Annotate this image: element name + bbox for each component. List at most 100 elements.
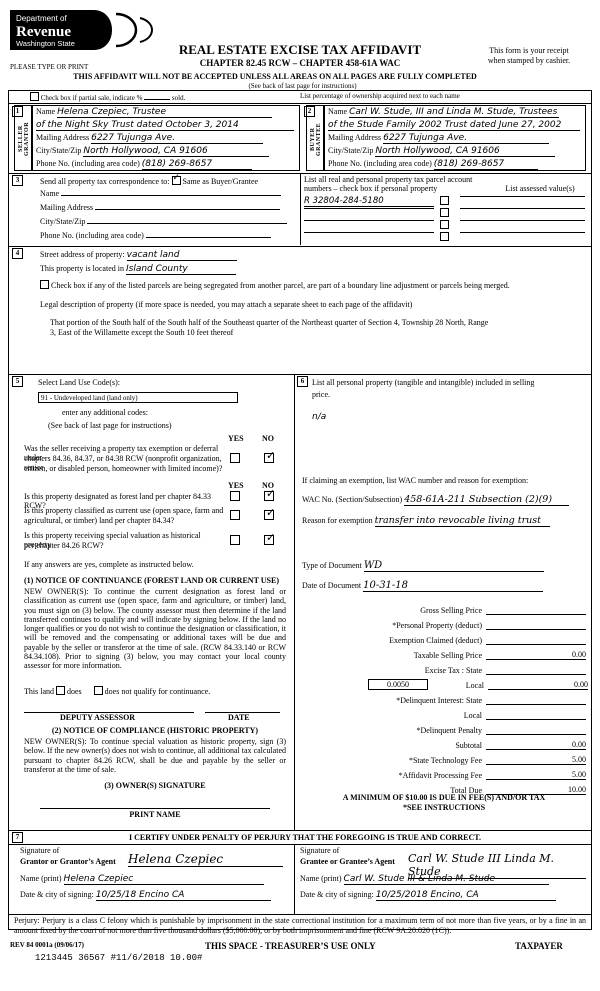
corr-name-value[interactable] <box>61 195 282 196</box>
question-4-yes-checkbox[interactable] <box>230 535 240 545</box>
grantor-signature-value[interactable]: Helena Czepiec <box>128 852 283 867</box>
parcel-row-2-number[interactable] <box>304 220 434 221</box>
grantee-name-value[interactable]: Carl W. Stude III & Linda M. Stude <box>343 874 549 885</box>
parcel-row-0-personal-checkbox[interactable] <box>440 196 449 205</box>
segregated-label: Check box if any of the listed parcels a… <box>51 281 510 290</box>
tax-row-8-value[interactable] <box>486 734 586 735</box>
parcel-row-3-assessed[interactable] <box>460 232 585 233</box>
buyer-name-value-1[interactable]: Carl W. Stude, III and Linda M. Stude, T… <box>349 107 560 118</box>
question-2-yes-checkbox[interactable] <box>230 491 240 501</box>
same-as-buyer-checkbox[interactable] <box>171 173 181 185</box>
question-3-no-checkbox[interactable]: ✓ <box>264 507 276 520</box>
tax-row-11: *Affidavit Processing Fee 5.00 <box>300 765 588 780</box>
buyer-mailing-value[interactable]: 6227 Tujunga Ave. <box>383 133 550 144</box>
seller-name-value-2[interactable]: of the Night Sky Trust dated October 3, … <box>36 120 294 131</box>
parcel-row-0-number[interactable]: R 32804-284-5180 <box>304 196 434 207</box>
tax-row-9-value[interactable]: 0.00 <box>486 740 586 750</box>
landuse-code-select[interactable]: 91 - Undeveloped land (land only) <box>38 392 238 403</box>
personal-property-value[interactable]: n/a <box>312 412 327 422</box>
tax-row-4-value[interactable] <box>486 674 586 675</box>
parcel-row-2-assessed[interactable] <box>460 220 585 221</box>
question-3-yes-checkbox[interactable] <box>230 510 240 520</box>
grantor-date-value[interactable]: 10/25/18 Encino CA <box>95 890 271 901</box>
parcel-row-1-assessed[interactable] <box>460 208 585 209</box>
located-in-value[interactable]: Island County <box>125 264 236 275</box>
tax-row-6-value[interactable] <box>486 704 586 705</box>
buyer-name-label: Name <box>328 107 348 116</box>
tax-calculation-table: Gross Selling Price *Personal Property (… <box>300 600 588 795</box>
partial-sale-percent[interactable] <box>144 99 171 100</box>
tax-row-3-value[interactable]: 0.00 <box>486 650 586 660</box>
tax-row-8: *Delinquent Penalty <box>300 720 588 735</box>
question-4-no-checkbox[interactable]: ✓ <box>264 532 276 545</box>
buyer-phone-value[interactable]: (818) 269-8657 <box>433 159 538 170</box>
parcel-row-1-number[interactable] <box>304 208 434 209</box>
seller-box <box>32 105 300 171</box>
question-1-yes-checkbox[interactable] <box>230 453 240 463</box>
grantor-sig-label: Signature of <box>20 846 60 855</box>
divider-lower-vert <box>294 374 295 830</box>
buyer-citystate-value[interactable]: North Hollywood, CA 91606 <box>375 146 556 157</box>
buyer-name-value-2[interactable]: of the Stude Family 2002 Trust dated Jun… <box>328 120 580 131</box>
assessed-value-header: List assessed value(s) <box>505 184 575 193</box>
grantor-sig-who: Grantor or Grantor’s Agent <box>20 857 116 866</box>
tax-row-12-value[interactable]: 10.00 <box>486 785 586 795</box>
section-number-7: 7 <box>12 832 23 843</box>
segregated-checkbox[interactable] <box>40 280 49 289</box>
partial-sale-checkbox[interactable] <box>30 92 39 101</box>
tax-row-4-label: Excise Tax : State <box>424 666 482 675</box>
grantee-date-value[interactable]: 10/25/2018 Encino, CA <box>375 890 556 901</box>
docdate-value[interactable]: 10-31-18 <box>363 580 544 592</box>
parcel-row-3-number[interactable] <box>304 232 434 233</box>
seller-tab-label: SELLER GRANTOR <box>18 121 30 157</box>
tax-row-2-label: Exemption Claimed (deduct) <box>389 636 482 645</box>
corr-phone-value[interactable] <box>145 237 271 238</box>
parcel-header-line2: numbers – check box if personal property <box>304 184 438 193</box>
section-number-6: 6 <box>297 376 308 387</box>
parcel-row-0-assessed[interactable] <box>460 196 585 197</box>
seller-mailing-value[interactable]: 6227 Tujunga Ave. <box>91 133 264 144</box>
if-any-yes-note: If any answers are yes, complete as inst… <box>24 560 194 569</box>
corr-mailing-value[interactable] <box>95 209 281 210</box>
grantee-name-row: Name (print) Carl W. Stude III & Linda M… <box>300 874 549 885</box>
corr-citystate-value[interactable] <box>87 223 288 224</box>
tax-row-0-value[interactable] <box>486 614 586 615</box>
does-not-qualify-checkbox[interactable] <box>93 686 103 695</box>
section-number-3: 3 <box>12 175 23 186</box>
question-1-no-checkbox[interactable]: ✓ <box>264 450 276 463</box>
tax-row-2-value[interactable] <box>486 644 586 645</box>
minimum-due-line1: A MINIMUM OF $10.00 IS DUE IN FEE(S) AND… <box>342 793 546 802</box>
street-address-value[interactable]: vacant land <box>126 250 237 261</box>
seller-name-value-1[interactable]: Helena Czepiec, Trustee <box>57 107 273 118</box>
does-not-label: does not <box>104 687 132 696</box>
seller-name-row: Name Helena Czepiec, Trustee <box>36 107 298 118</box>
treasurer-stamp: 1213445 36567 #11/6/2018 10.00# <box>35 953 203 963</box>
tax-row-6: *Delinquent Interest: State <box>300 690 588 705</box>
divider-6 <box>8 830 592 831</box>
tax-row-11-value[interactable]: 5.00 <box>486 770 586 780</box>
tax-row-10-value[interactable]: 5.00 <box>486 755 586 765</box>
parcel-row-1-personal-checkbox[interactable] <box>440 208 449 217</box>
grantor-name-value[interactable]: Helena Czepiec <box>63 874 264 885</box>
reason-value[interactable]: transfer into revocable living trust <box>374 515 550 527</box>
question-3-line1: Is this property classified as current u… <box>24 506 224 515</box>
qualify-label: qualify for continuance. <box>133 687 211 696</box>
grantee-signature-value[interactable]: Carl W. Stude III Linda M. Stude <box>408 852 586 879</box>
parcel-row-2-personal-checkbox[interactable] <box>440 220 449 229</box>
tax-row-5-value[interactable]: 0.00 <box>488 680 588 690</box>
landuse-label: Select Land Use Code(s): <box>38 378 120 387</box>
parcel-row-3-personal-checkbox[interactable] <box>440 232 449 241</box>
doctype-value[interactable]: WD <box>363 560 544 572</box>
form-revision: REV 84 0001a (09/06/17) <box>10 941 84 949</box>
tax-row-1-value[interactable] <box>486 629 586 630</box>
tax-row-6-label: *Delinquent Interest: State <box>396 696 482 705</box>
question-1-line2: chapters 84.36, 84.37, or 84.38 RCW (non… <box>24 454 222 472</box>
seller-citystate-value[interactable]: North Hollywood, CA 91606 <box>83 146 270 157</box>
question-1-line1: Was the seller receiving a property tax … <box>24 444 219 462</box>
wac-value[interactable]: 458-61A-211 Subsection (2)(9) <box>404 494 570 506</box>
seller-phone-value[interactable]: (818) 269-8657 <box>141 159 252 170</box>
tax-row-7-value[interactable] <box>486 719 586 720</box>
question-2-no-checkbox[interactable]: ✓ <box>264 488 276 501</box>
does-qualify-checkbox[interactable] <box>56 686 65 695</box>
same-as-buyer-label: Same as Buyer/Grantee <box>182 177 259 186</box>
